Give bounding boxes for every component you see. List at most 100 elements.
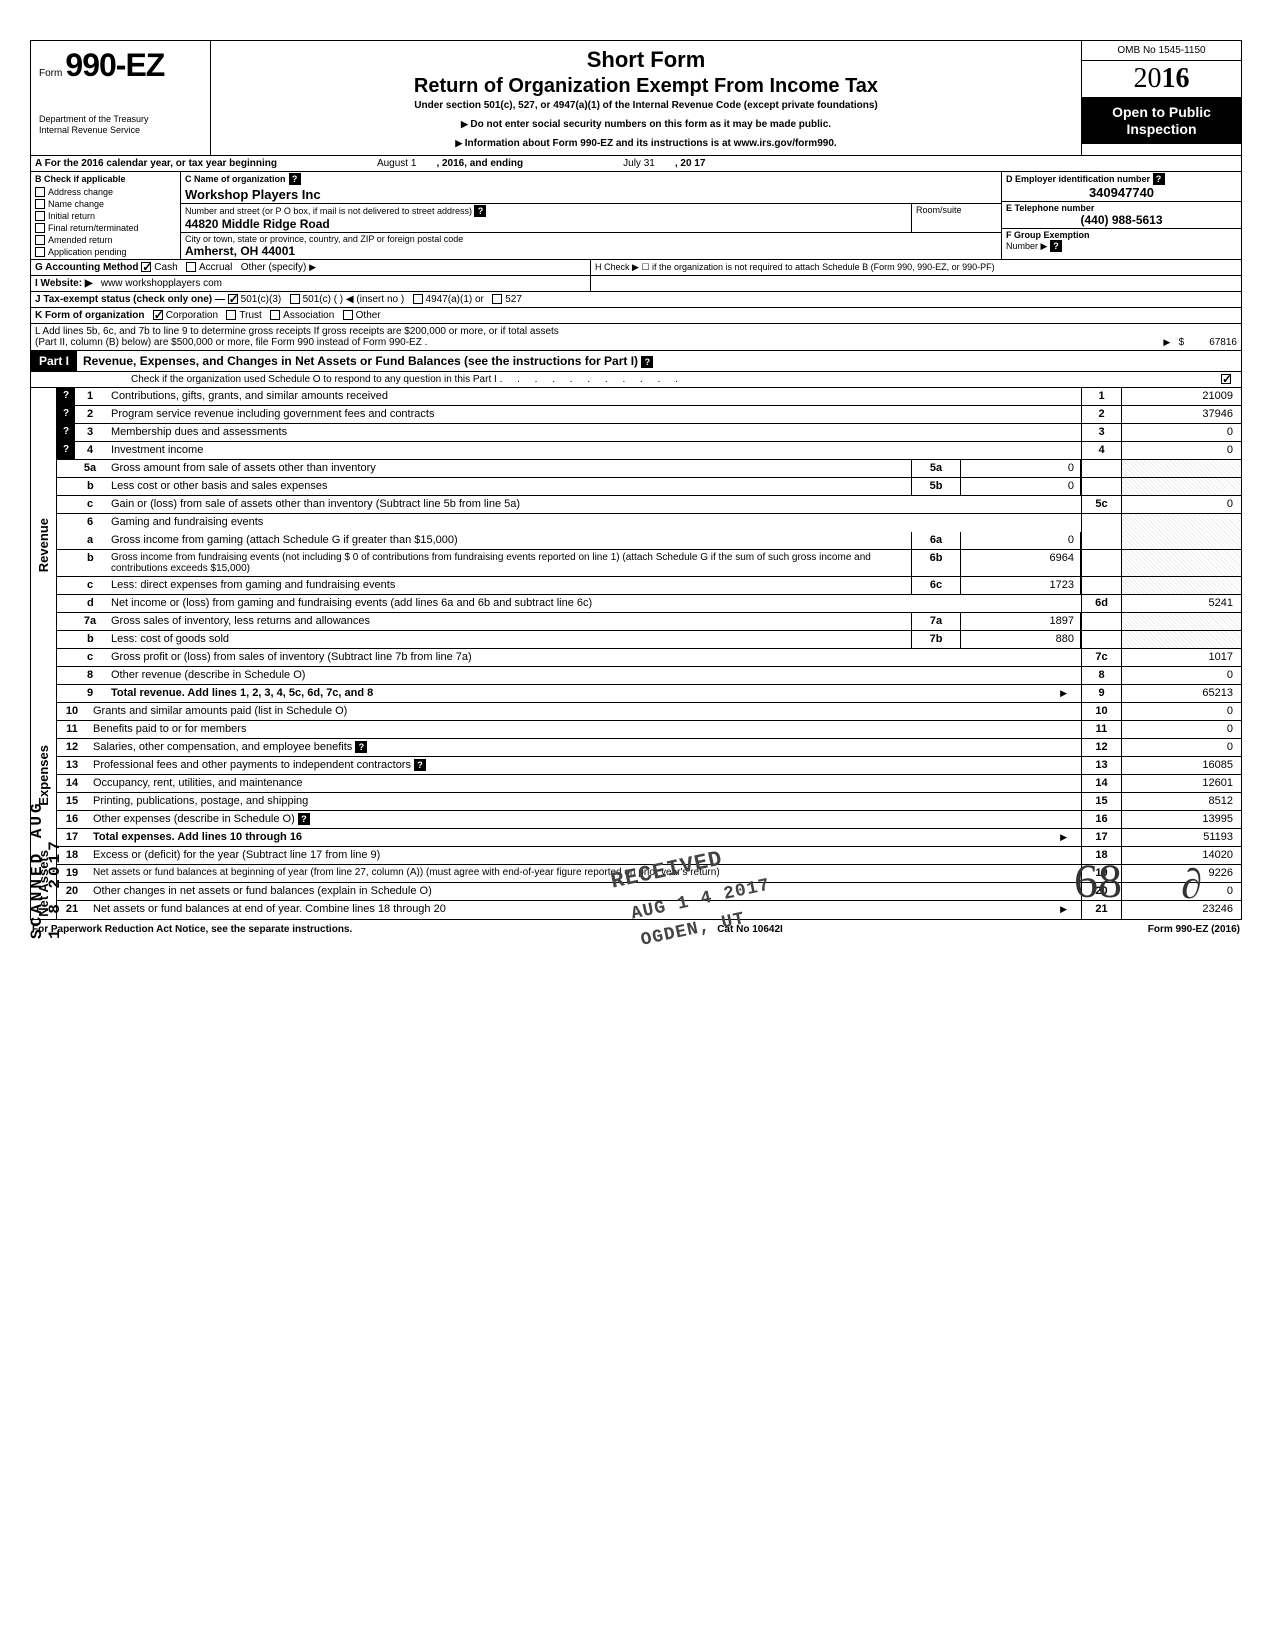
line-value: 51193 bbox=[1121, 829, 1241, 846]
col-num: 3 bbox=[1081, 424, 1121, 441]
line-value: 16085 bbox=[1121, 757, 1241, 774]
section-k-label: K Form of organization bbox=[35, 310, 144, 321]
period-label: A For the 2016 calendar year, or tax yea… bbox=[35, 158, 277, 169]
sub-value: 1897 bbox=[961, 613, 1081, 630]
check-cash[interactable] bbox=[141, 262, 151, 272]
label-trust: Trust bbox=[239, 310, 261, 321]
line-value: 8512 bbox=[1121, 793, 1241, 810]
line-value: 0 bbox=[1121, 739, 1241, 756]
check-final[interactable] bbox=[35, 223, 45, 233]
part1-title: Revenue, Expenses, and Changes in Net As… bbox=[83, 354, 638, 368]
check-initial[interactable] bbox=[35, 211, 45, 221]
check-pending[interactable] bbox=[35, 247, 45, 257]
line-num: 6 bbox=[75, 514, 105, 532]
label-501c3: 501(c)(3) bbox=[241, 294, 282, 305]
sub-num: 5b bbox=[911, 478, 961, 495]
subtitle: Under section 501(c), 527, or 4947(a)(1)… bbox=[221, 100, 1071, 111]
section-d-label: D Employer identification number bbox=[1006, 174, 1150, 184]
line-desc: Grants and similar amounts paid (list in… bbox=[87, 703, 1081, 720]
line-desc: Gain or (loss) from sale of assets other… bbox=[105, 496, 1081, 513]
line-desc: Net assets or fund balances at beginning… bbox=[87, 865, 1081, 882]
col-num: 17 bbox=[1081, 829, 1121, 846]
sub-num: 5a bbox=[911, 460, 961, 477]
check-501c3[interactable] bbox=[228, 294, 238, 304]
signature-2: ∂ bbox=[1181, 861, 1202, 909]
line-desc: Gaming and fundraising events bbox=[105, 514, 1081, 532]
form-990ez: Form 990-EZ Department of the Treasury I… bbox=[30, 40, 1242, 920]
open-line1: Open to Public bbox=[1086, 104, 1237, 121]
year-suffix: 16 bbox=[1162, 63, 1190, 94]
help-icon: ? bbox=[1050, 240, 1062, 252]
line-desc: Investment income bbox=[105, 442, 1081, 459]
short-form-label: Short Form bbox=[221, 47, 1071, 73]
line-desc: Membership dues and assessments bbox=[105, 424, 1081, 441]
check-schedule-o[interactable] bbox=[1221, 374, 1231, 384]
label-accrual: Accrual bbox=[199, 262, 232, 273]
section-i-label: I Website: ▶ bbox=[35, 278, 93, 289]
check-527[interactable] bbox=[492, 294, 502, 304]
section-l-text2: (Part II, column (B) below) are $500,000… bbox=[35, 337, 427, 348]
sub-num: 7b bbox=[911, 631, 961, 648]
label-initial: Initial return bbox=[48, 211, 95, 221]
col-num: 16 bbox=[1081, 811, 1121, 828]
line-num: 5a bbox=[75, 460, 105, 477]
sub-num: 6b bbox=[911, 550, 961, 576]
gray-cell bbox=[1121, 514, 1241, 532]
line-desc: Program service revenue including govern… bbox=[105, 406, 1081, 423]
check-address[interactable] bbox=[35, 187, 45, 197]
check-other-org[interactable] bbox=[343, 310, 353, 320]
check-name[interactable] bbox=[35, 199, 45, 209]
line-num: 7a bbox=[75, 613, 105, 630]
check-accrual[interactable] bbox=[186, 262, 196, 272]
revenue-label: Revenue bbox=[36, 518, 51, 572]
col-num: 11 bbox=[1081, 721, 1121, 738]
line-desc: Other expenses (describe in Schedule O) bbox=[93, 813, 295, 825]
line-desc: Gross amount from sale of assets other t… bbox=[105, 460, 911, 477]
open-public: Open to Public Inspection bbox=[1082, 98, 1241, 144]
section-f-label2: Number bbox=[1006, 241, 1038, 251]
section-f-label: F Group Exemption bbox=[1006, 230, 1237, 240]
line-desc: Less cost or other basis and sales expen… bbox=[105, 478, 911, 495]
col-num: 9 bbox=[1081, 685, 1121, 702]
room-suite-label: Room/suite bbox=[911, 204, 1001, 232]
gray-cell bbox=[1081, 577, 1121, 594]
line-value: 37946 bbox=[1121, 406, 1241, 423]
sub-value: 0 bbox=[961, 532, 1081, 549]
check-assoc[interactable] bbox=[270, 310, 280, 320]
line-value: 5241 bbox=[1121, 595, 1241, 612]
sub-value: 880 bbox=[961, 631, 1081, 648]
expenses-label: Expenses bbox=[36, 745, 51, 806]
col-num: 5c bbox=[1081, 496, 1121, 513]
section-b-label: B Check if applicable bbox=[31, 172, 180, 186]
section-j-label: J Tax-exempt status (check only one) — bbox=[35, 294, 225, 305]
line-num: 12 bbox=[57, 739, 87, 756]
line-desc: Gross sales of inventory, less returns a… bbox=[105, 613, 911, 630]
year-prefix: 20 bbox=[1134, 63, 1162, 94]
ssn-warning: Do not enter social security numbers on … bbox=[221, 119, 1071, 130]
line-desc: Gross profit or (loss) from sales of inv… bbox=[105, 649, 1081, 666]
line-desc: Gross income from gaming (attach Schedul… bbox=[105, 532, 911, 549]
gray-cell bbox=[1081, 460, 1121, 477]
line-value: 12601 bbox=[1121, 775, 1241, 792]
check-trust[interactable] bbox=[226, 310, 236, 320]
col-num: 1 bbox=[1081, 388, 1121, 405]
check-amended[interactable] bbox=[35, 235, 45, 245]
line-desc: Other changes in net assets or fund bala… bbox=[87, 883, 1081, 900]
period-mid: , 2016, and ending bbox=[436, 158, 523, 169]
label-cash: Cash bbox=[154, 262, 177, 273]
col-num: 12 bbox=[1081, 739, 1121, 756]
line-desc: Professional fees and other payments to … bbox=[93, 759, 411, 771]
label-4947: 4947(a)(1) or bbox=[426, 294, 484, 305]
info-link: Information about Form 990-EZ and its in… bbox=[221, 138, 1071, 149]
arrow-icon bbox=[1041, 241, 1048, 251]
street-label: Number and street (or P O box, if mail i… bbox=[185, 206, 472, 216]
check-501c[interactable] bbox=[290, 294, 300, 304]
footer-center: Cat No 10642I bbox=[717, 924, 783, 935]
gray-cell bbox=[1121, 532, 1241, 549]
help-icon: ? bbox=[474, 205, 486, 217]
line-value: 0 bbox=[1121, 442, 1241, 459]
check-corp[interactable] bbox=[153, 310, 163, 320]
label-501c: 501(c) ( ) ◀ (insert no ) bbox=[303, 294, 405, 305]
check-4947[interactable] bbox=[413, 294, 423, 304]
line-value: 1017 bbox=[1121, 649, 1241, 666]
